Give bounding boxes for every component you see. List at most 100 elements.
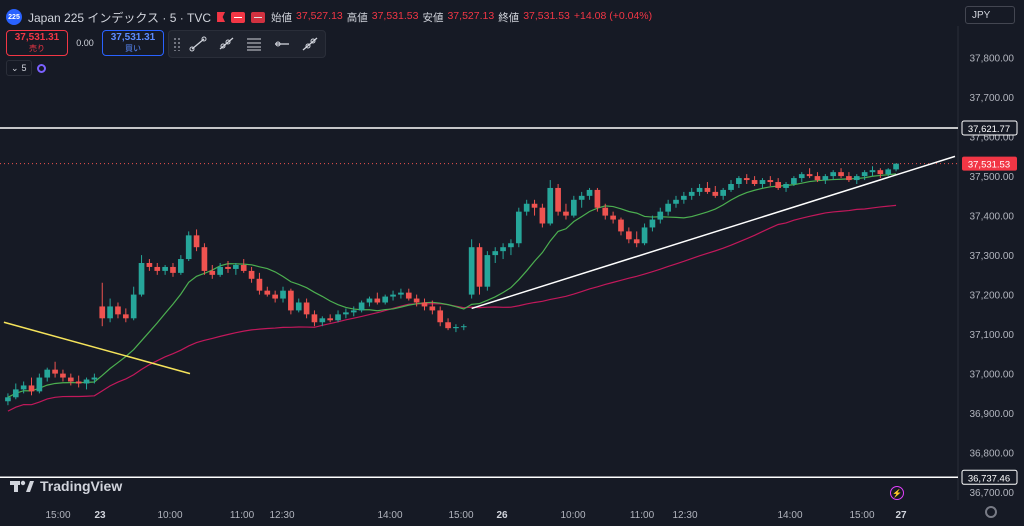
ohlc-open-value: 37,527.13 [296, 9, 343, 22]
horizontal-line-tool-icon[interactable] [271, 34, 293, 54]
symbol-title[interactable]: Japan 225 インデックス · 5 · TVC [28, 10, 212, 25]
candle-body [673, 199, 679, 204]
ohlc-open-key: 始値 [271, 11, 293, 24]
candle-body [838, 172, 844, 177]
buy-button[interactable]: 37,531.31 買い [102, 30, 164, 56]
candle-body [256, 278, 263, 291]
x-tick-label: 26 [496, 510, 508, 521]
candle-body [515, 211, 522, 244]
candle-body [154, 266, 161, 271]
drawing-toolbar [168, 30, 326, 58]
white-trendline[interactable] [471, 155, 956, 310]
last-price-label: 37,531.53 [968, 160, 1010, 171]
ray-tool-icon[interactable] [215, 34, 237, 54]
x-tick-label: 11:00 [630, 510, 655, 521]
candle-body [52, 369, 58, 374]
candle-body [736, 178, 742, 184]
channel-tool-icon[interactable] [243, 34, 265, 54]
candle-body [421, 302, 428, 307]
ohlc-high-value: 37,531.53 [371, 9, 419, 22]
candle-body [335, 314, 341, 321]
candle-body [869, 170, 876, 173]
candle-body [523, 203, 530, 212]
candle-body [563, 211, 569, 216]
candle-body [67, 377, 74, 382]
x-tick-label: 15:00 [45, 510, 70, 521]
candle-body [665, 203, 671, 212]
buy-price: 37,531.31 [110, 32, 156, 43]
y-tick-label: 36,900.00 [970, 409, 1015, 420]
candle-body [610, 215, 616, 220]
candle-body [12, 389, 19, 398]
candle-body [295, 302, 302, 311]
settings-gear-icon[interactable] [985, 506, 997, 518]
candle-body [382, 296, 389, 303]
candle-body [193, 235, 200, 248]
drag-handle-icon[interactable] [173, 37, 181, 51]
x-tick-label: 12:30 [269, 510, 294, 521]
candle-body [240, 264, 247, 271]
y-tick-label: 37,000.00 [970, 370, 1015, 381]
candle-body [146, 263, 153, 267]
candle-body [759, 180, 766, 184]
candle-body [508, 243, 514, 248]
candle-body [822, 176, 829, 181]
ohlc-low-key: 安値 [422, 11, 444, 24]
candle-body [319, 318, 326, 323]
symbol-badge-icon[interactable]: 225 [6, 9, 22, 25]
candle-body [570, 199, 577, 216]
minimize-icon[interactable] [231, 11, 246, 23]
candle-body [641, 227, 648, 244]
candle-body [547, 187, 554, 224]
indicator-status-icon[interactable] [36, 63, 46, 73]
candle-body [122, 314, 129, 319]
candle-body [484, 255, 491, 287]
candle-body [99, 306, 106, 319]
x-tick-label: 15:00 [849, 510, 874, 521]
yellow-trendline[interactable] [3, 321, 191, 375]
flag-icon[interactable] [217, 12, 226, 22]
y-tick-label: 36,800.00 [970, 449, 1015, 460]
candle-body [429, 306, 436, 311]
candle-body [138, 263, 145, 295]
candle-body [830, 172, 837, 177]
candle-body [696, 187, 703, 192]
candle-body [170, 266, 176, 273]
x-tick-label: 11:00 [230, 510, 255, 521]
x-tick-label: 12:30 [672, 510, 697, 521]
trade-panel: 37,531.31 売り 0.00 37,531.31 買い [6, 30, 164, 56]
candle-body [36, 377, 43, 392]
candle-body [178, 259, 184, 273]
market-status-icon[interactable] [251, 11, 266, 23]
candle-body [649, 219, 656, 228]
candle-body [264, 290, 271, 295]
lightning-icon[interactable]: ⚡ [890, 486, 904, 500]
horizontal-level-tag [961, 120, 1018, 136]
candle-body [5, 397, 11, 402]
candle-body [586, 189, 593, 196]
y-tick-label: 37,500.00 [970, 172, 1015, 183]
candle-body [107, 306, 113, 319]
buy-label: 買い [125, 44, 141, 53]
y-tick-label: 37,300.00 [970, 251, 1015, 262]
trendline-tool-icon[interactable] [187, 34, 209, 54]
currency-selector[interactable]: JPY [965, 6, 1015, 24]
horizontal-level-label: 37,621.77 [968, 124, 1010, 135]
sell-button[interactable]: 37,531.31 売り [6, 30, 68, 56]
candle-body [633, 239, 640, 244]
price-axis[interactable] [958, 0, 1024, 526]
indicator-toggle-button[interactable]: ⌄ 5 [6, 60, 32, 76]
extended-line-tool-icon[interactable] [299, 34, 321, 54]
candle-body [327, 318, 334, 321]
ohlc-low-value: 37,527.13 [447, 9, 495, 22]
y-tick-label: 37,800.00 [970, 54, 1015, 65]
x-tick-label: 10:00 [560, 510, 585, 521]
candle-body [539, 207, 546, 224]
candle-body [437, 310, 444, 323]
x-tick-label: 10:00 [157, 510, 182, 521]
x-tick-label: 14:00 [777, 510, 802, 521]
candle-body [44, 369, 51, 378]
x-tick-label: 27 [895, 510, 907, 521]
candle-body [217, 266, 223, 275]
